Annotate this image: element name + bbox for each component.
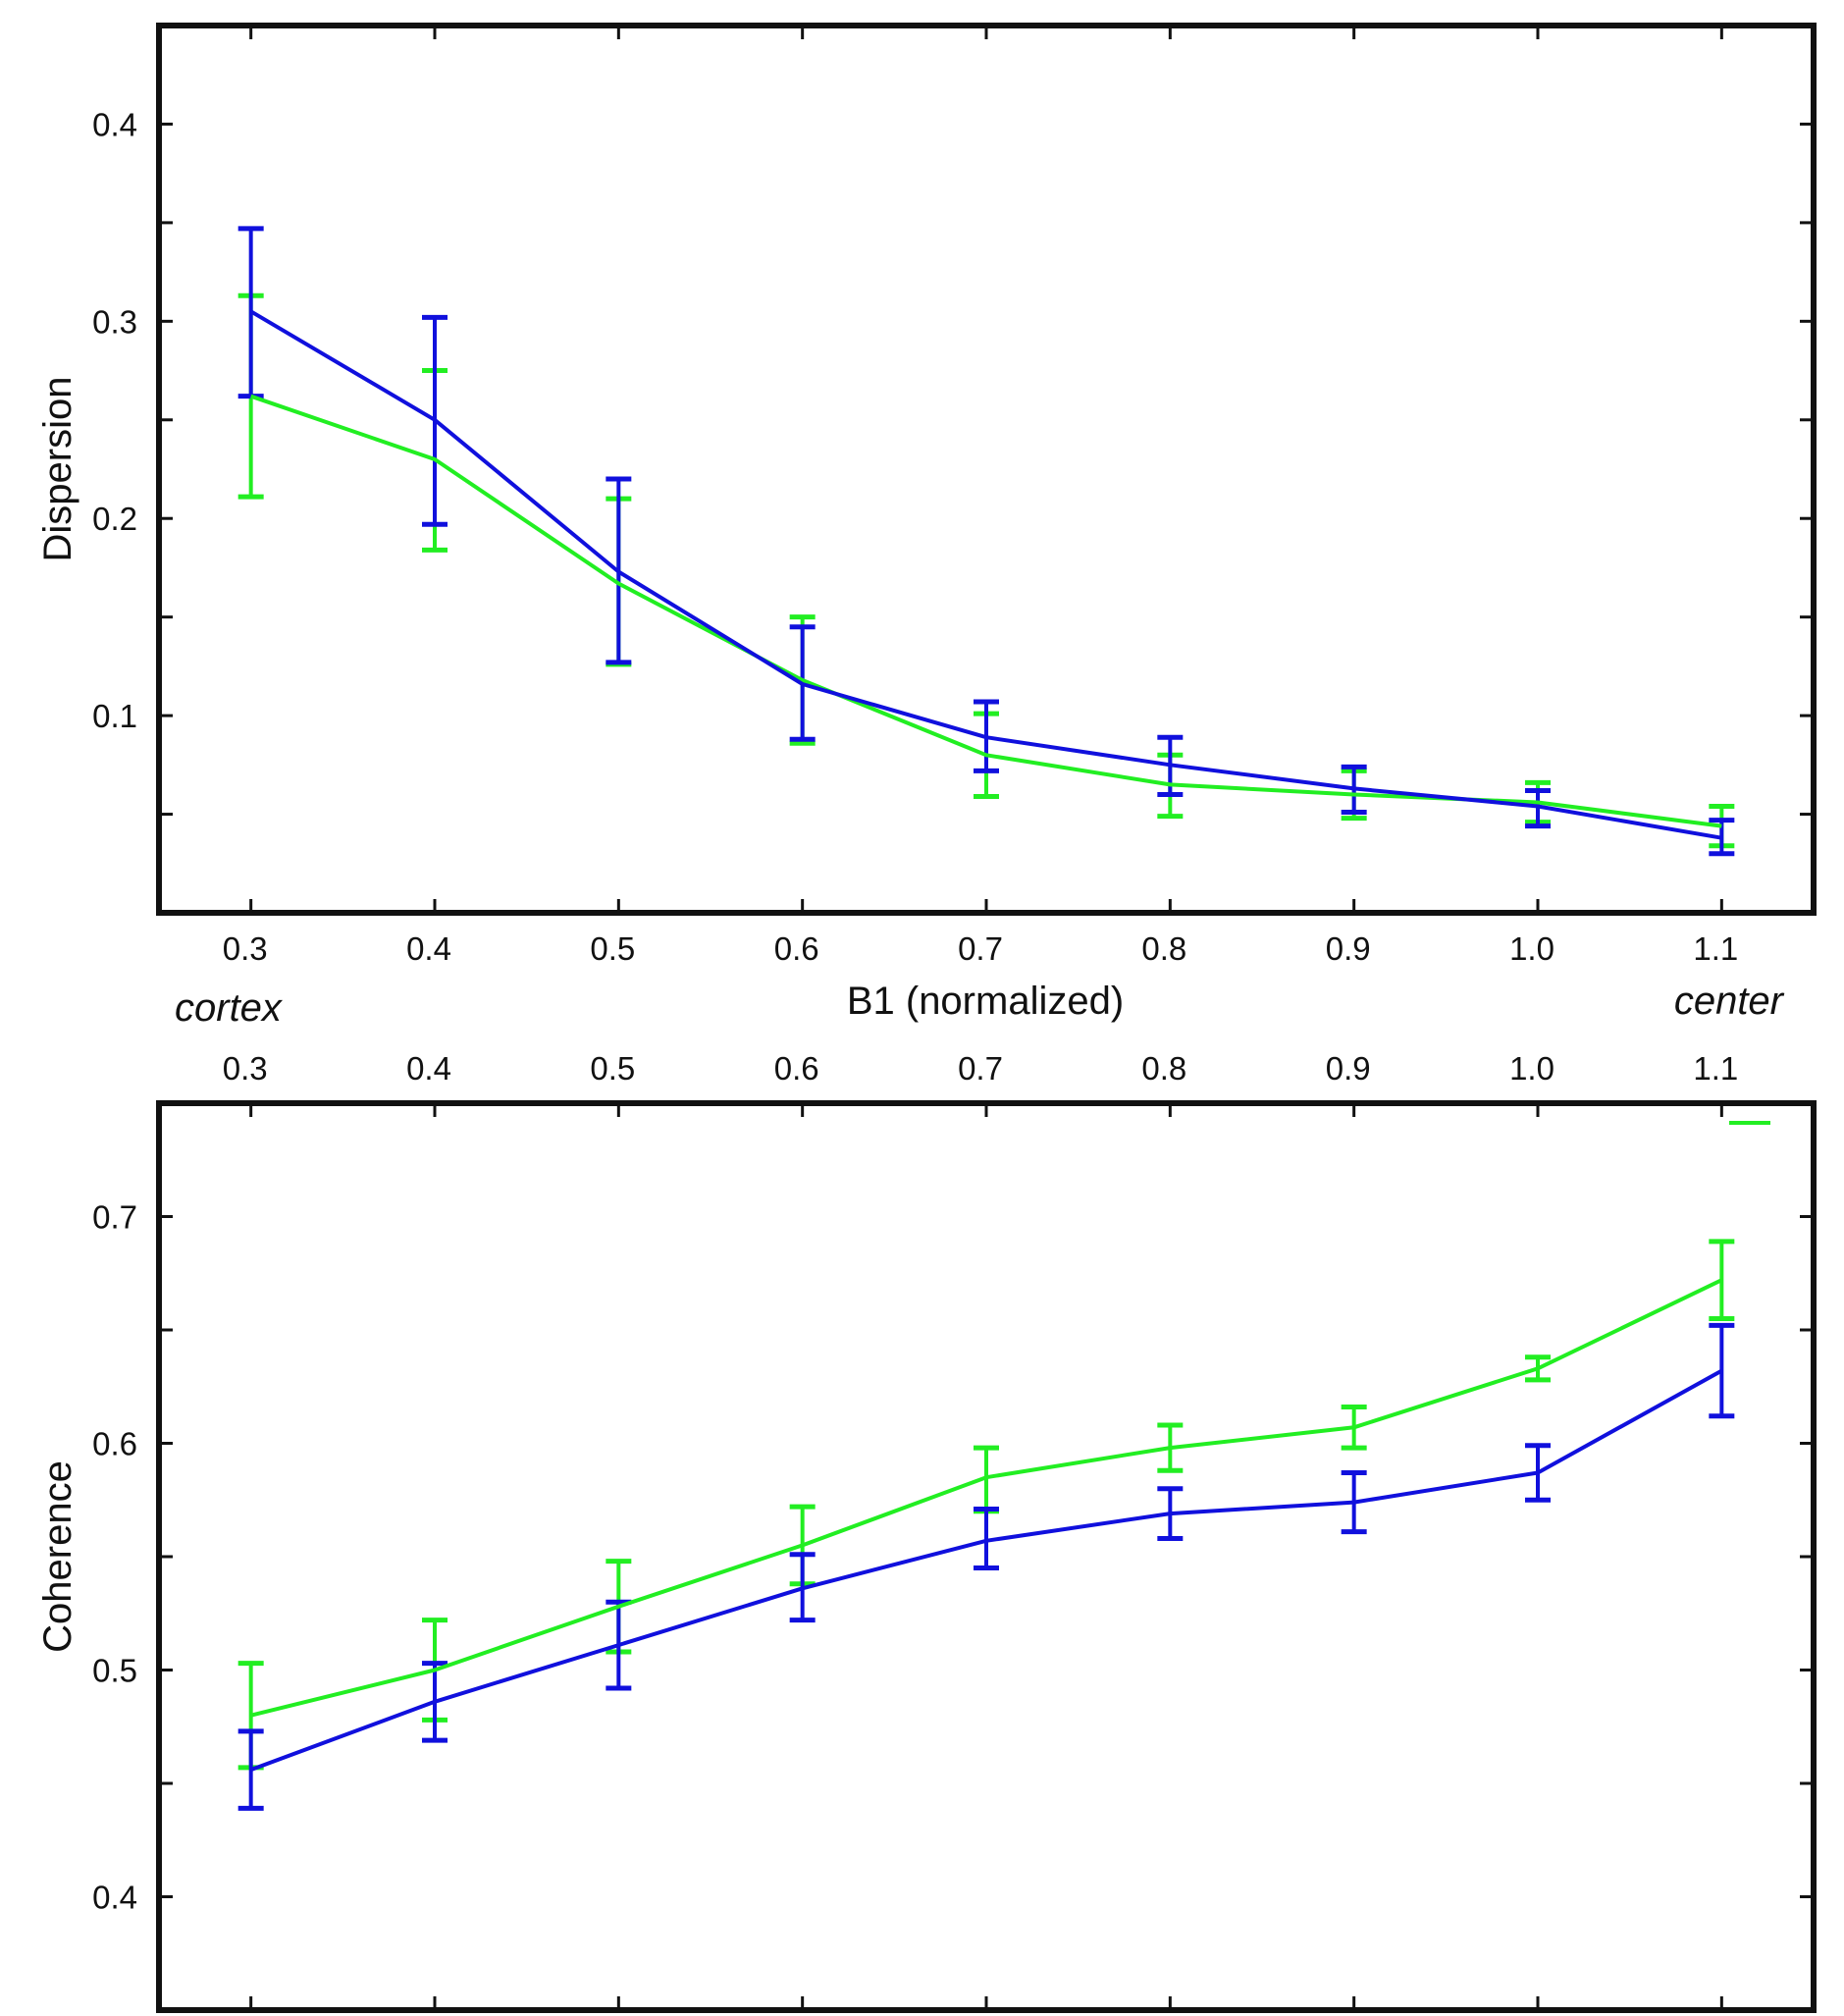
dispersion-y-tick-label: 0.2: [92, 501, 137, 537]
center-annotation: center: [1674, 980, 1785, 1023]
coherence-y-tick-label: 0.7: [92, 1199, 137, 1236]
dispersion-x-tick-label: 0.4: [406, 930, 451, 967]
dispersion-blue-series-line: [249, 309, 1722, 840]
x-axis-title: B1 (normalized): [847, 980, 1124, 1023]
dispersion-series: [237, 226, 1735, 857]
coherence-x-tick-label: 0.3: [223, 1050, 268, 1087]
coherence-blue-error-bar: [1709, 1322, 1735, 1419]
coherence-green-series-line: [250, 1278, 1723, 1718]
coherence-blue-series-line: [250, 1368, 1723, 1772]
coherence-tick-labels: 0.3 0.4 0.5 0.6 0.7 0.8 0.9 1.0 1.1 0.4 0.5 0.6 0.7: [92, 1050, 1738, 1916]
dispersion-tick-labels: 0.3 0.4 0.5 0.6 0.7 0.8 0.9 1.0 1.1 0.1 0.2 0.3 0.4: [92, 106, 1738, 967]
dispersion-x-tick-label: 0.9: [1326, 930, 1371, 967]
dispersion-x-tick-label: 1.0: [1509, 930, 1554, 967]
dispersion-x-tick-label: 0.8: [1141, 930, 1186, 967]
coherence-y-tick-label: 0.4: [92, 1880, 137, 1916]
dispersion-y-tick-label: 0.3: [92, 303, 137, 340]
dispersion-y-axis-title: Dispersion: [36, 377, 79, 562]
coherence-y-tick-label: 0.5: [92, 1653, 137, 1689]
dispersion-x-tick-label: 0.7: [958, 930, 1003, 967]
coherence-x-tick-label: 1.0: [1509, 1050, 1554, 1087]
dispersion-y-tick-label: 0.4: [92, 106, 137, 142]
dispersion-tick-marks: [159, 26, 1814, 913]
coherence-x-tick-label: 0.9: [1326, 1050, 1371, 1087]
coherence-blue-error-bar: [974, 1506, 999, 1571]
dispersion-x-tick-label: 0.5: [590, 930, 635, 967]
coherence-y-tick-label: 0.6: [92, 1426, 137, 1462]
coherence-x-tick-label: 0.8: [1141, 1050, 1186, 1087]
coherence-x-tick-label: 1.1: [1693, 1050, 1738, 1087]
dispersion-x-tick-label: 1.1: [1693, 930, 1738, 967]
coherence-x-tick-label: 0.6: [774, 1050, 819, 1087]
coherence-panel: 0.3 0.4 0.5 0.6 0.7 0.8 0.9 1.0 1.10.40.50.60.7 …: [36, 1050, 1817, 2013]
coherence-green-error-bar: [1709, 1239, 1735, 1321]
dispersion-x-tick-label: 0.6: [774, 930, 819, 967]
coherence-series: [237, 1239, 1735, 1811]
dispersion-x-tick-label: 0.3: [223, 930, 268, 967]
coherence-x-tick-label: 0.7: [958, 1050, 1003, 1087]
dispersion-panel: 0.3 0.4 0.5 0.6 0.7 0.8 0.9 1.0 1.10.10.20.30.4 …: [36, 23, 1817, 967]
dispersion-y-tick-label: 0.1: [92, 698, 137, 734]
cortex-annotation: cortex: [175, 986, 284, 1030]
coherence-x-tick-label: 0.4: [406, 1050, 451, 1087]
coherence-tick-marks: [159, 1103, 1814, 2010]
coherence-blue-error-bar: [237, 1728, 264, 1811]
coherence-x-tick-label: 0.5: [590, 1050, 635, 1087]
coherence-y-axis-title: Coherence: [36, 1460, 79, 1653]
